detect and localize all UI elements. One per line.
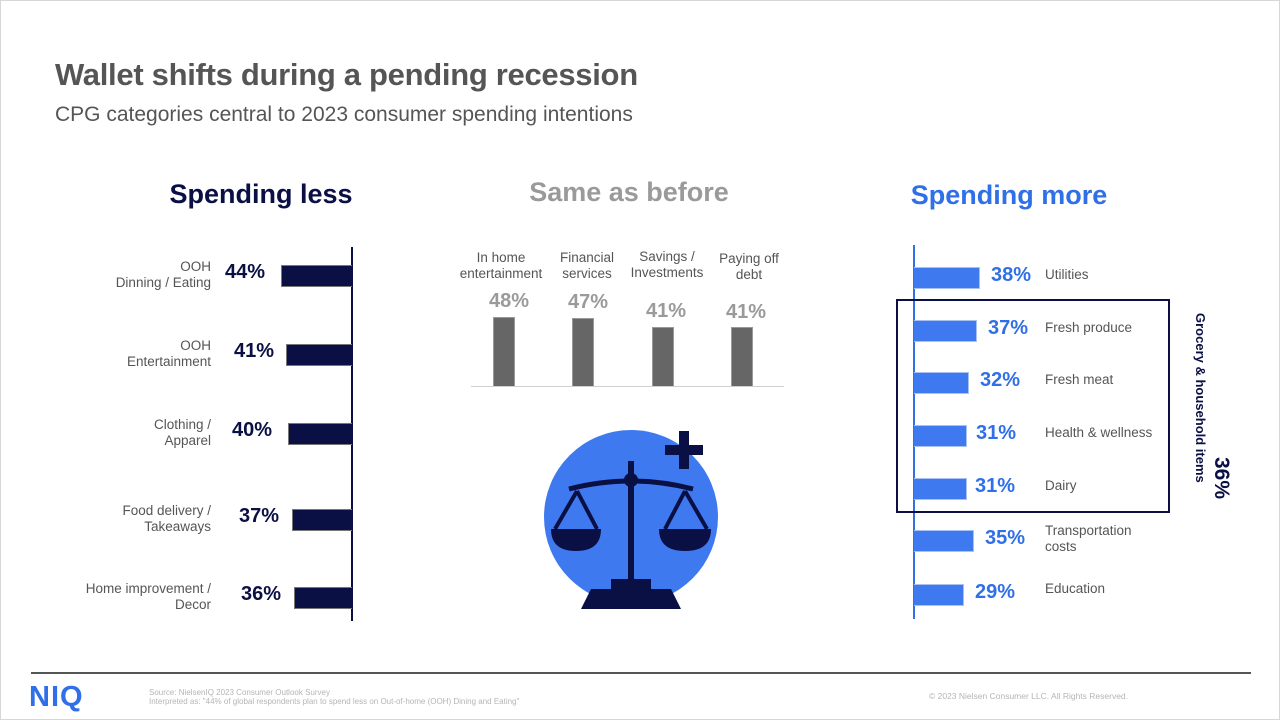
bar [914,478,967,500]
bar-row: Clothing / Apparel 40% [61,417,352,457]
bar-row: 31% Health & wellness [914,422,1174,458]
column-value: 41% [725,301,767,323]
bar-label: Food delivery / Takeaways [122,503,211,534]
bar [294,587,352,609]
column-value: 41% [645,300,687,322]
source-note: Source: NielsenIQ 2023 Consumer Outlook … [149,688,520,706]
bar [914,320,977,342]
page-title: Wallet shifts during a pending recession [55,57,638,92]
bar [288,423,352,445]
bar-value: 35% [985,527,1026,549]
bar-label: Home improvement / Decor [85,581,211,612]
niq-logo: NIQ [29,681,84,713]
column-value: 47% [567,291,609,313]
bar-row: 35% Transportation costs [914,523,1174,563]
bar-row: OOH Dinning / Eating 44% [61,259,352,299]
bar-label: OOH Dinning / Eating [115,259,211,290]
column-bar [493,317,515,386]
bar-value: 41% [234,340,275,362]
bar-row: Home improvement / Decor 36% [61,581,352,621]
bar-label: Health & wellness [1045,425,1153,440]
column-label: Financial services [559,250,615,281]
column-bar [652,327,674,386]
bar-value: 37% [239,505,280,527]
bar-row: 37% Fresh produce [914,317,1174,353]
bar [914,372,969,394]
bar-label: Education [1045,581,1106,596]
grocery-group-box [896,299,1170,513]
bar [914,267,980,289]
footer-divider [31,672,1251,674]
bar-value: 36% [241,583,282,605]
spending-less-heading: Spending less [169,179,353,209]
bar-value: 37% [988,317,1029,339]
copyright: © 2023 Nielsen Consumer LLC. All Rights … [929,691,1129,701]
bar-row: Food delivery / Takeaways 37% [61,503,352,543]
column-label: In home entertainment [459,250,543,281]
column-bar [572,318,594,386]
bar-label: OOH Entertainment [126,338,211,369]
bar-row: 31% Dairy [914,475,1174,511]
bar [286,344,352,366]
bar-value: 32% [980,369,1021,391]
bar [914,584,964,606]
bar-label: Dairy [1045,478,1077,493]
bar-value: 31% [976,422,1017,444]
column-bar [731,327,753,386]
grocery-group-value: 36% [1210,457,1233,500]
bar-label: Fresh meat [1045,372,1114,387]
bar-row: 29% Education [914,581,1174,617]
bar [292,509,352,531]
bar-row: 38% Utilities [914,264,1174,300]
bar-value: 38% [991,264,1032,286]
bar-label: Fresh produce [1045,320,1133,335]
bar-label: Clothing / Apparel [153,417,211,448]
column-label: Savings / Investments [630,249,704,280]
bar [914,425,967,447]
bar-value: 29% [975,581,1016,603]
page-subtitle: CPG categories central to 2023 consumer … [55,103,633,126]
bar-value: 31% [975,475,1016,497]
same-as-before-heading: Same as before [529,177,729,207]
bar [281,265,352,287]
same-as-before-baseline [471,386,784,387]
column-value: 48% [488,290,530,312]
spending-more-heading: Spending more [910,180,1108,210]
bar-row: OOH Entertainment 41% [61,338,352,378]
bar-label: Transportation costs [1045,523,1132,554]
spending-more-axis [913,245,915,619]
bar-row: 32% Fresh meat [914,369,1174,405]
bar-value: 40% [232,419,273,441]
column-label: Paying off debt [719,251,779,282]
bar [914,530,974,552]
bar-label: Utilities [1045,267,1089,282]
balance-scale-plus-icon [541,429,721,611]
bar-value: 44% [225,261,266,283]
